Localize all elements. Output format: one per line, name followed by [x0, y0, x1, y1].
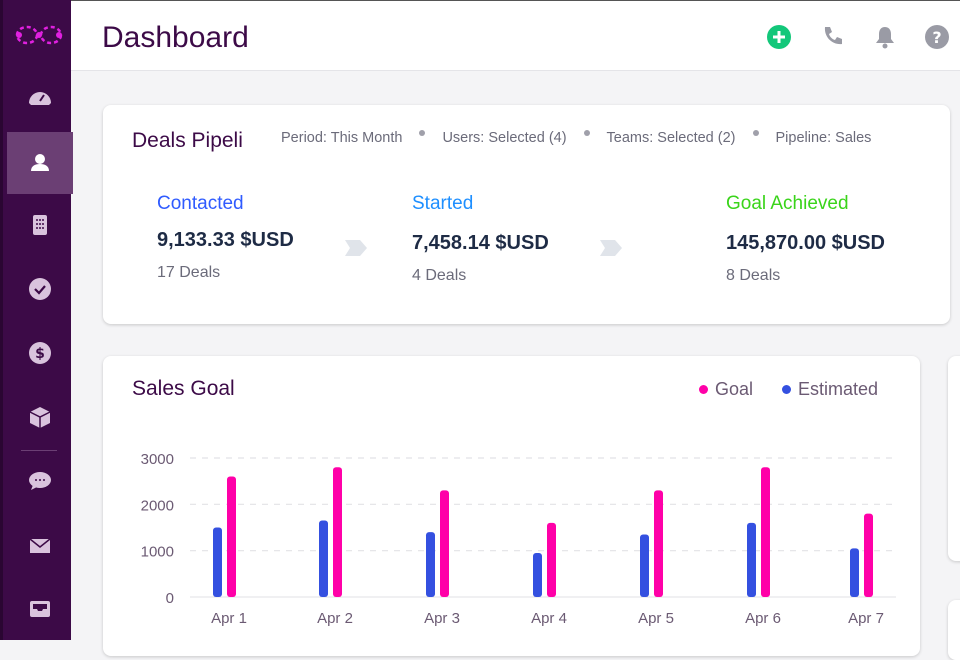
filter-pipeline[interactable]: Pipeline: Sales [775, 130, 872, 146]
bar-estimated [533, 552, 542, 597]
stage-amount: 7,458.14 $USD [412, 232, 549, 254]
stage-contacted[interactable]: Contacted 9,133.33 $USD 17 Deals [157, 193, 294, 282]
logo-icon[interactable] [15, 22, 63, 48]
speedometer-icon [29, 92, 51, 105]
y-tick-label: 1000 [141, 544, 174, 561]
sales-goal-card: Sales Goal Goal Estimated [103, 356, 920, 656]
mail-icon [29, 538, 51, 553]
x-tick-label: Apr 3 [424, 610, 460, 627]
bar-goal [227, 476, 236, 597]
nav-inbox[interactable] [7, 578, 73, 640]
nav-calculator[interactable] [7, 194, 73, 256]
bar-goal [761, 467, 770, 597]
sales-goal-chart: 3000 2000 1000 0 Apr 1 Apr 2 Apr 3 Apr 4 Apr 5 Ap… [141, 451, 896, 627]
pipeline-title: Deals Pipeli [132, 129, 243, 152]
y-tick-label: 0 [166, 590, 174, 607]
x-tick-label: Apr 5 [638, 610, 674, 627]
bar-estimated [747, 522, 756, 597]
bar-goal [654, 490, 663, 597]
bar-goal [333, 467, 342, 597]
y-tick-label: 3000 [141, 451, 174, 468]
calculator-icon [33, 215, 47, 235]
x-tick-label: Apr 7 [848, 610, 884, 627]
deals-pipeline-card: Deals Pipeli Period: This Month Users: S… [103, 105, 950, 324]
chat-icon [29, 472, 51, 490]
nav-contacts[interactable] [7, 132, 73, 194]
nav-products[interactable] [7, 386, 73, 448]
stage-deals: 17 Deals [157, 264, 221, 281]
stage-amount: 145,870.00 $USD [726, 232, 886, 254]
chevron-right-icon [600, 240, 622, 256]
inbox-icon [30, 601, 50, 617]
phone-icon[interactable] [820, 24, 846, 50]
x-tick-label: Apr 1 [211, 610, 247, 627]
bar-goal [864, 513, 873, 597]
check-circle-icon [29, 278, 51, 300]
filter-users[interactable]: Users: Selected (4) [442, 130, 567, 146]
x-tick-label: Apr 2 [317, 610, 353, 627]
stage-amount: 9,133.33 $USD [157, 229, 294, 251]
legend-goal[interactable]: Goal [699, 379, 753, 400]
nav-deals[interactable]: $ [7, 322, 73, 384]
dollar-circle-icon: $ [29, 342, 51, 364]
nav-dashboard[interactable] [7, 66, 73, 128]
stage-deals: 8 Deals [726, 267, 781, 284]
user-icon [31, 154, 49, 171]
add-icon[interactable] [766, 24, 792, 50]
bar-estimated [640, 534, 649, 597]
stage-deals: 4 Deals [412, 267, 467, 284]
nav-mail[interactable] [7, 515, 73, 577]
legend-estimated[interactable]: Estimated [782, 379, 878, 400]
top-header: Dashboard ? [71, 0, 960, 71]
box-icon [29, 407, 51, 428]
sidebar: $ [0, 0, 73, 640]
y-tick-label: 2000 [141, 497, 174, 514]
stage-started[interactable]: Started 7,458.14 $USD 4 Deals [412, 193, 549, 285]
bar-goal [547, 522, 556, 597]
svg-text:?: ? [932, 28, 941, 47]
stage-label: Contacted [157, 193, 244, 214]
side-card [948, 356, 960, 561]
pipeline-filters: Period: This Month Users: Selected (4) T… [281, 130, 871, 146]
stage-label: Started [412, 193, 474, 214]
bar-estimated [319, 520, 328, 597]
stage-label: Goal Achieved [726, 193, 849, 214]
help-icon[interactable]: ? [924, 24, 950, 50]
svg-text:$: $ [35, 346, 45, 362]
page-title: Dashboard [102, 21, 249, 54]
nav-chat[interactable] [7, 450, 73, 512]
chevron-right-icon [345, 240, 367, 256]
x-tick-label: Apr 4 [531, 610, 567, 627]
sidebar-divider [21, 450, 57, 451]
bar-estimated [213, 527, 222, 597]
filter-period[interactable]: Period: This Month [281, 130, 403, 146]
x-tick-label: Apr 6 [745, 610, 781, 627]
bar-goal [440, 490, 449, 597]
filter-teams[interactable]: Teams: Selected (2) [606, 130, 736, 146]
nav-tasks[interactable] [7, 258, 73, 320]
stage-goal-achieved[interactable]: Goal Achieved 145,870.00 $USD 8 Deals [726, 193, 885, 285]
bar-estimated [426, 532, 435, 597]
sales-goal-title: Sales Goal [132, 377, 235, 400]
bell-icon[interactable] [872, 24, 898, 50]
bar-estimated [850, 548, 859, 597]
